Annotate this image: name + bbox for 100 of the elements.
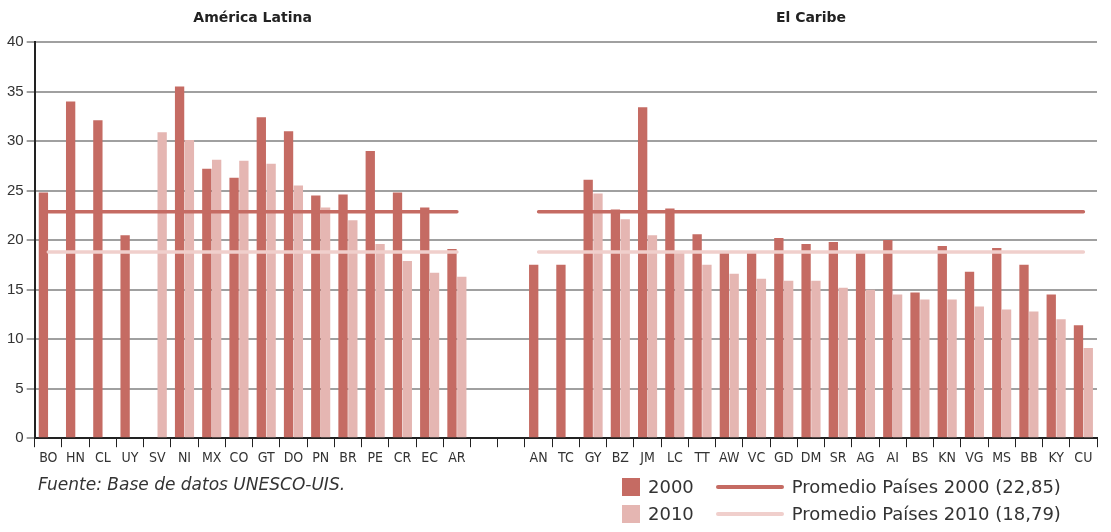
- x-tick-label: GT: [257, 449, 275, 466]
- bar: [992, 248, 1002, 438]
- x-tick-label: MX: [201, 449, 222, 466]
- bar: [1019, 264, 1029, 438]
- bar: [593, 193, 603, 438]
- bar: [211, 159, 222, 438]
- x-tick-label: PE: [367, 449, 383, 466]
- bar: [1029, 311, 1039, 438]
- x-tick-label: PN: [312, 449, 330, 466]
- x-tick-label: TT: [693, 449, 710, 466]
- bar: [801, 244, 811, 438]
- x-tick-label: MS: [992, 449, 1012, 466]
- bar: [1056, 319, 1066, 438]
- x-tick-label: SR: [829, 449, 847, 466]
- bar: [348, 220, 358, 438]
- text: El Caribe: [775, 8, 847, 25]
- x-tick-label: TC: [557, 449, 574, 466]
- bar: [974, 306, 984, 438]
- x-tick-label: SV: [148, 449, 166, 466]
- y-tick-label: 20: [7, 230, 24, 248]
- x-tick-label: KY: [1048, 449, 1065, 466]
- bar: [937, 246, 947, 438]
- bar: [457, 276, 467, 438]
- x-tick-label: AW: [719, 449, 740, 466]
- bar: [964, 271, 975, 438]
- bar: [1083, 348, 1093, 438]
- x-tick-label: BB: [1020, 449, 1038, 466]
- x-tick-label: AG: [856, 449, 875, 466]
- x-tick-label: CO: [229, 449, 249, 466]
- x-tick-label: VG: [965, 449, 984, 466]
- bar: [702, 264, 712, 438]
- bar: [811, 280, 821, 438]
- x-tick-label: DO: [283, 449, 304, 466]
- x-tick-label: NI: [177, 449, 192, 466]
- bar: [865, 289, 876, 438]
- bar: [947, 299, 957, 438]
- x-tick-label: AR: [448, 449, 466, 466]
- bar: [746, 251, 757, 438]
- y-tick-label: 10: [7, 329, 24, 347]
- y-tick-label: 5: [15, 378, 24, 396]
- legend-label: 2010: [648, 503, 694, 524]
- x-tick-label: VC: [747, 449, 766, 466]
- x-tick-label: AI: [886, 449, 899, 466]
- y-tick-label: 0: [15, 428, 24, 446]
- bar: [838, 287, 848, 438]
- bar: [910, 292, 920, 438]
- bar: [828, 242, 838, 438]
- bar: [447, 249, 457, 438]
- bar: [375, 244, 385, 438]
- bar: [239, 160, 249, 438]
- bar: [883, 240, 893, 438]
- x-tick-label: JM: [639, 449, 655, 466]
- x-tick-label: KN: [938, 449, 957, 466]
- bar: [556, 264, 566, 438]
- text: América Latina: [193, 8, 312, 25]
- legend-label: Promedio Países 2000 (22,85): [791, 476, 1061, 497]
- bar: [920, 299, 930, 438]
- bar: [266, 163, 276, 438]
- bar: [293, 185, 304, 438]
- bar: [157, 132, 167, 438]
- y-tick-label: 35: [7, 81, 24, 99]
- bar: [675, 251, 685, 438]
- bar: [647, 235, 658, 438]
- y-tick-label: 25: [7, 180, 24, 198]
- y-tick-label: 15: [7, 279, 24, 297]
- bar: [429, 272, 440, 438]
- x-tick-label: CR: [393, 449, 412, 466]
- x-tick-label: AN: [529, 449, 548, 466]
- legend-label: Promedio Países 2010 (18,79): [791, 503, 1061, 524]
- bar: [120, 235, 130, 438]
- x-tick-label: BO: [39, 449, 58, 466]
- source-note: Fuente: Base de datos UNESCO-UIS.: [38, 474, 346, 494]
- bar: [320, 207, 331, 438]
- x-tick-label: BR: [339, 449, 357, 466]
- x-tick-label: BS: [911, 449, 929, 466]
- x-tick-label: CU: [1074, 449, 1093, 466]
- legend-label: 2000: [648, 476, 694, 497]
- x-tick-label: BZ: [611, 449, 630, 466]
- y-tick-label: 30: [7, 131, 24, 149]
- x-tick-label: CL: [94, 449, 111, 466]
- x-tick-label: GY: [584, 449, 602, 466]
- bar: [529, 264, 539, 438]
- bar: [620, 219, 630, 438]
- bar: [774, 238, 784, 438]
- bar: [1001, 309, 1012, 438]
- bar: [402, 260, 412, 438]
- bar: [756, 278, 767, 438]
- bar: [855, 252, 866, 438]
- bar: [184, 140, 195, 438]
- bar: [729, 273, 739, 438]
- bar: [1073, 325, 1084, 438]
- bar: [892, 294, 903, 438]
- x-tick-label: HN: [66, 449, 85, 466]
- x-tick-label: UY: [121, 449, 139, 466]
- bar: [1046, 294, 1056, 438]
- x-tick-label: EC: [421, 449, 439, 466]
- bar: [719, 252, 730, 438]
- y-tick-label: 40: [7, 32, 24, 50]
- x-tick-label: GD: [774, 449, 794, 466]
- x-tick-label: DM: [800, 449, 822, 466]
